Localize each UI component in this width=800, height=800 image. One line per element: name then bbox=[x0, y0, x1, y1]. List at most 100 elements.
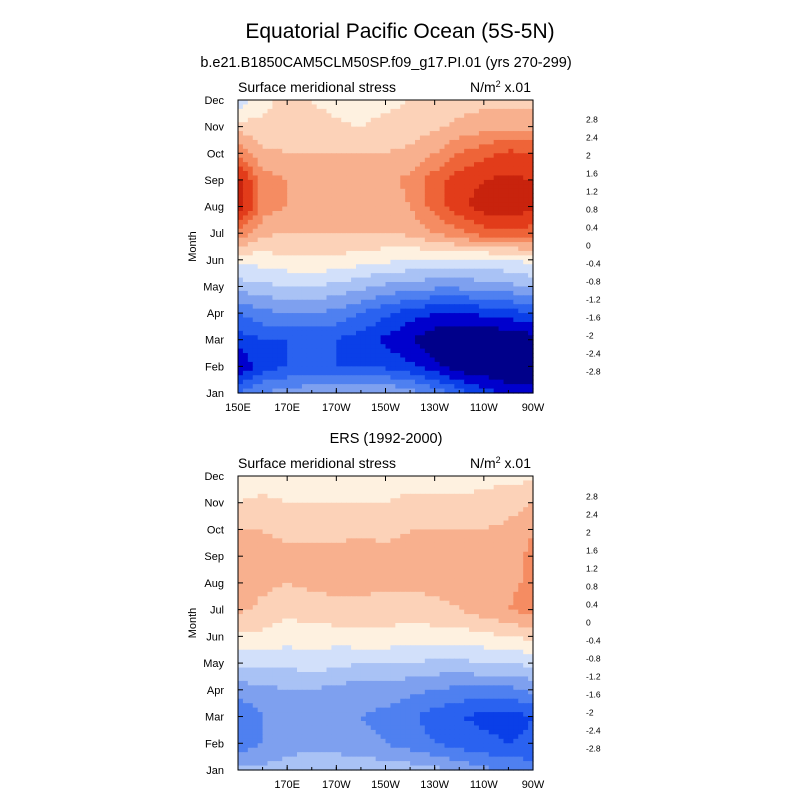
field-cell bbox=[464, 122, 470, 128]
field-cell bbox=[405, 361, 411, 367]
field-cell bbox=[523, 335, 529, 341]
field-cell bbox=[316, 197, 323, 203]
field-cell bbox=[405, 273, 411, 279]
field-cell bbox=[257, 484, 264, 490]
field-cell bbox=[316, 268, 323, 274]
field-cell bbox=[252, 108, 259, 114]
field-cell bbox=[282, 525, 288, 531]
field-cell bbox=[277, 135, 283, 141]
field-cell bbox=[238, 538, 244, 544]
field-cell bbox=[326, 237, 333, 243]
field-cell bbox=[242, 489, 249, 495]
field-cell bbox=[380, 286, 387, 292]
field-cell bbox=[321, 493, 328, 499]
field-cell bbox=[429, 237, 436, 243]
field-cell bbox=[336, 498, 342, 504]
field-cell bbox=[247, 525, 254, 531]
field-cell bbox=[493, 313, 500, 319]
field-cell bbox=[523, 361, 529, 367]
field-cell bbox=[306, 353, 313, 359]
field-cell bbox=[365, 330, 372, 336]
field-cell bbox=[257, 357, 264, 363]
field-cell bbox=[238, 202, 244, 208]
field-cell bbox=[459, 210, 465, 217]
field-cell bbox=[297, 286, 303, 292]
field-cell bbox=[297, 511, 303, 517]
field-cell bbox=[419, 122, 426, 128]
field-cell bbox=[365, 144, 372, 150]
field-cell bbox=[400, 286, 406, 292]
field-cell bbox=[252, 295, 259, 301]
field-cell bbox=[262, 162, 269, 168]
field-cell bbox=[262, 250, 269, 256]
field-cell bbox=[434, 304, 441, 310]
field-cell bbox=[272, 520, 278, 526]
field-cell bbox=[410, 344, 416, 350]
field-cell bbox=[444, 384, 451, 390]
field-cell bbox=[518, 361, 524, 367]
field-cell bbox=[395, 533, 401, 539]
field-cell bbox=[346, 184, 352, 190]
field-cell bbox=[252, 131, 259, 137]
field-cell bbox=[331, 148, 337, 154]
field-cell bbox=[336, 202, 342, 208]
field-cell bbox=[493, 206, 500, 212]
field-cell bbox=[429, 242, 436, 248]
field-cell bbox=[370, 308, 377, 314]
field-cell bbox=[483, 484, 490, 490]
field-cell bbox=[419, 384, 426, 390]
field-cell bbox=[247, 157, 254, 163]
field-cell bbox=[277, 317, 283, 323]
field-cell bbox=[474, 250, 480, 256]
field-cell bbox=[400, 215, 406, 221]
field-cell bbox=[252, 104, 259, 110]
field-cell bbox=[523, 290, 529, 296]
field-cell bbox=[257, 268, 264, 274]
field-cell bbox=[272, 237, 278, 243]
field-cell bbox=[400, 357, 406, 363]
field-cell bbox=[469, 330, 475, 336]
field-cell bbox=[503, 215, 510, 221]
field-cell bbox=[474, 366, 480, 372]
field-cell bbox=[410, 104, 416, 110]
field-cell bbox=[419, 344, 426, 350]
field-cell bbox=[370, 335, 377, 341]
field-cell bbox=[311, 533, 318, 539]
field-cell bbox=[360, 171, 367, 177]
field-cell bbox=[449, 228, 455, 234]
field-cell bbox=[351, 533, 357, 539]
field-cell bbox=[287, 113, 293, 119]
field-cell bbox=[316, 533, 323, 539]
field-cell bbox=[439, 250, 446, 256]
field-cell bbox=[419, 277, 426, 283]
field-cell bbox=[380, 175, 387, 181]
field-cell bbox=[464, 175, 470, 181]
field-cell bbox=[419, 126, 426, 132]
field-cell bbox=[336, 153, 342, 159]
field-cell bbox=[306, 480, 313, 486]
field-cell bbox=[321, 533, 328, 539]
field-cell bbox=[528, 384, 534, 390]
field-cell bbox=[454, 493, 460, 499]
field-cell bbox=[306, 326, 313, 332]
field-cell bbox=[272, 335, 278, 341]
field-cell bbox=[439, 295, 446, 301]
field-cell bbox=[331, 353, 337, 359]
field-cell bbox=[434, 525, 441, 531]
field-cell bbox=[316, 525, 323, 531]
field-cell bbox=[365, 353, 372, 359]
field-cell bbox=[474, 361, 480, 367]
field-cell bbox=[528, 259, 534, 265]
field-cell bbox=[360, 511, 367, 517]
field-cell bbox=[292, 268, 298, 274]
field-cell bbox=[528, 317, 534, 323]
field-cell bbox=[321, 237, 328, 243]
field-cell bbox=[518, 502, 524, 508]
field-cell bbox=[400, 202, 406, 208]
field-cell bbox=[488, 357, 495, 363]
field-cell bbox=[262, 361, 269, 367]
field-cell bbox=[464, 104, 470, 110]
field-cell bbox=[287, 335, 293, 341]
field-cell bbox=[513, 135, 519, 141]
field-cell bbox=[346, 126, 352, 132]
